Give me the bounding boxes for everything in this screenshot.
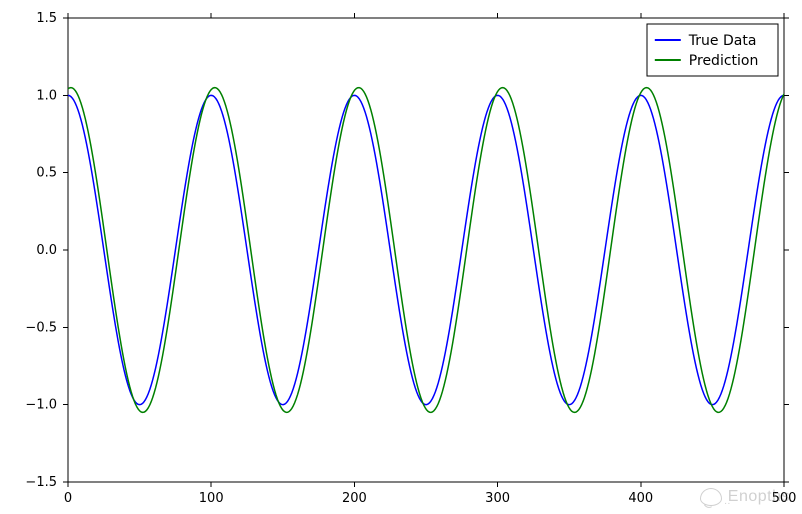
y-tick-label: 0.0: [36, 243, 57, 258]
x-tick-label: 200: [342, 491, 367, 506]
x-tick-label: 0: [64, 491, 72, 506]
y-tick-label: 1.5: [36, 11, 57, 26]
x-tick-label: 500: [772, 491, 797, 506]
legend: True Data Prediction: [647, 24, 778, 76]
x-tick-label: 100: [199, 491, 224, 506]
y-tick-label: −0.5: [25, 320, 57, 335]
x-tick-label: 400: [628, 491, 653, 506]
legend-item-label: Prediction: [689, 53, 759, 69]
y-tick-label: 1.0: [36, 88, 57, 103]
legend-item-label: True Data: [688, 33, 757, 49]
y-tick-label: −1.0: [25, 398, 57, 413]
y-tick-label: 0.5: [36, 166, 57, 181]
x-tick-label: 300: [485, 491, 510, 506]
chart-container: 0 100 200 300 400 500 −1.5 −1.0 −0.5 0.0 0.5 1.0 1.5…: [0, 0, 802, 514]
line-chart: 0 100 200 300 400 500 −1.5 −1.0 −0.5 0.0 0.5 1.0 1.5…: [0, 0, 802, 514]
y-tick-label: −1.5: [25, 475, 57, 490]
